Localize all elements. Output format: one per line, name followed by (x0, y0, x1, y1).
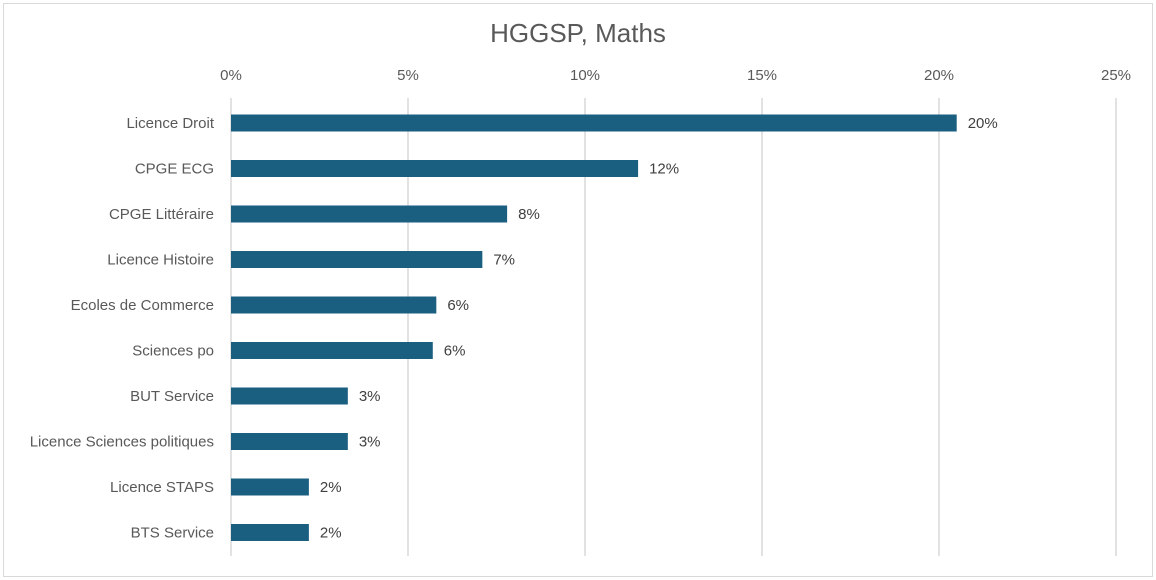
category-label: BTS Service (131, 525, 214, 542)
data-label: 8% (518, 206, 540, 223)
data-label: 6% (444, 343, 466, 360)
bar (231, 114, 957, 132)
data-label: 6% (447, 297, 469, 314)
bar (231, 205, 508, 223)
x-tick-label: 0% (220, 67, 242, 84)
data-label: 3% (359, 388, 381, 405)
data-label: 2% (320, 479, 342, 496)
bar (231, 251, 483, 268)
bar (231, 433, 348, 450)
category-labels: Licence Droit CPGE ECG CPGE Littéraire Lice… (30, 115, 215, 542)
x-tick-label: 15% (747, 67, 777, 84)
chart-frame (3, 3, 1153, 577)
x-axis-ticks: 0% 5% 10% 15% 20% 25% (220, 67, 1131, 84)
data-labels: 20% 12% 8% 7% 6% 6% 3% 3% 2% 2% (320, 115, 998, 542)
category-label: Sciences po (132, 343, 214, 360)
bar (231, 387, 348, 405)
data-label: 12% (649, 161, 679, 178)
category-label: BUT Service (130, 388, 214, 405)
category-label: Licence Sciences politiques (30, 434, 214, 451)
category-label: Licence Droit (126, 115, 214, 132)
category-label: CPGE Littéraire (109, 206, 214, 223)
category-label: Ecoles de Commerce (71, 297, 214, 314)
data-label: 20% (968, 115, 998, 132)
bars (231, 114, 957, 541)
bar (231, 524, 309, 541)
data-label: 7% (493, 252, 515, 269)
chart-title: HGGSP, Maths (490, 18, 666, 48)
bar (231, 296, 437, 314)
category-label: Licence STAPS (110, 479, 214, 496)
data-label: 3% (359, 434, 381, 451)
bar (231, 160, 639, 177)
x-tick-label: 20% (924, 67, 954, 84)
category-label: Licence Histoire (107, 252, 214, 269)
data-label: 2% (320, 525, 342, 542)
x-tick-label: 25% (1101, 67, 1131, 84)
bar (231, 342, 433, 359)
bar (231, 478, 309, 496)
x-tick-label: 10% (570, 67, 600, 84)
x-tick-label: 5% (397, 67, 419, 84)
category-label: CPGE ECG (135, 161, 214, 178)
